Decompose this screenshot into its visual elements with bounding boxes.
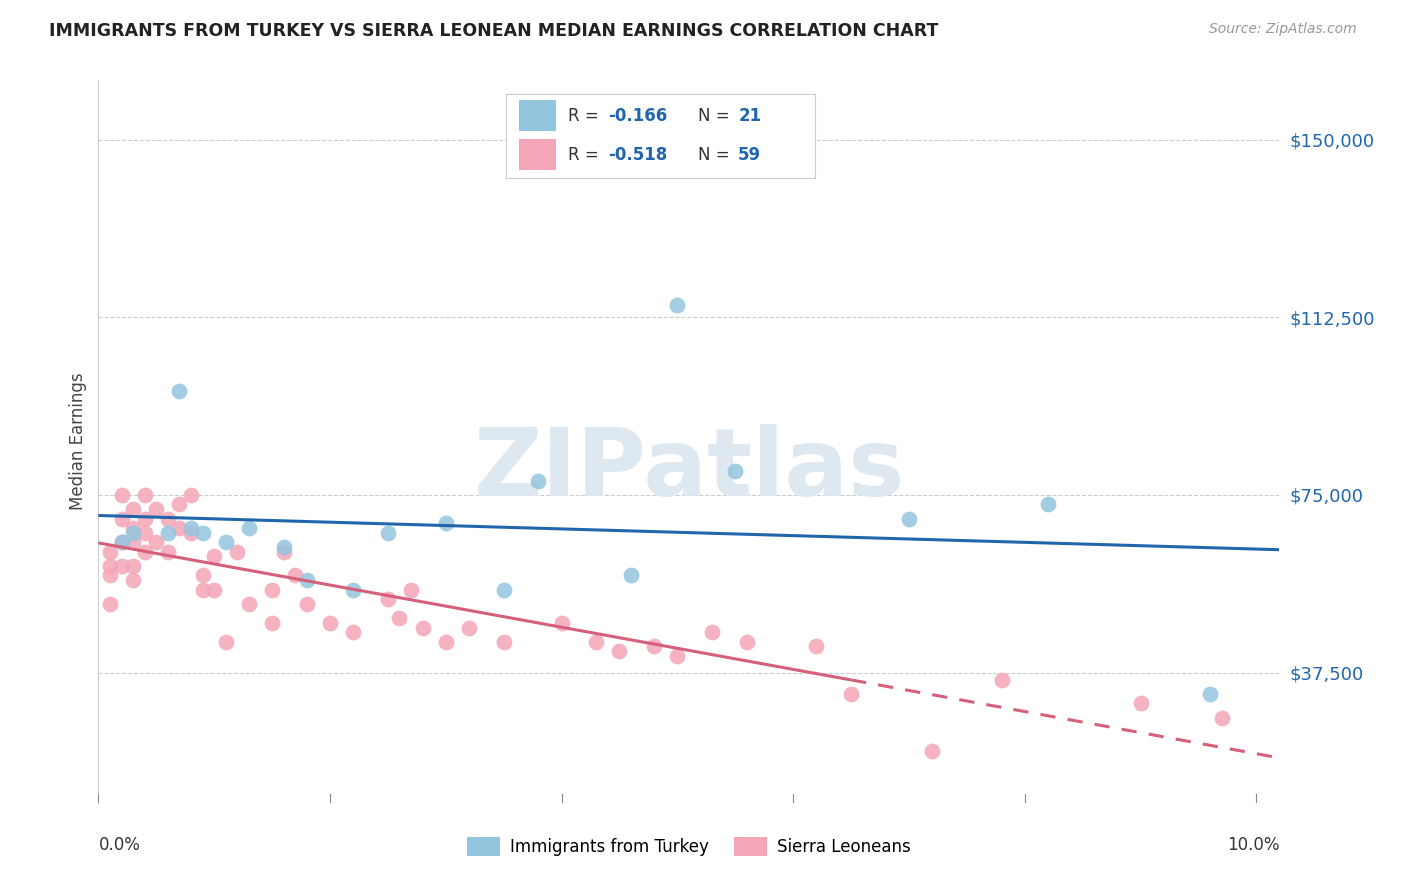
Point <box>238 597 260 611</box>
Point <box>284 568 307 582</box>
Y-axis label: Median Earnings: Median Earnings <box>69 373 87 510</box>
Point <box>98 597 121 611</box>
Point <box>1199 687 1222 701</box>
FancyBboxPatch shape <box>519 139 555 169</box>
Point <box>134 525 156 540</box>
Point <box>273 540 295 554</box>
FancyBboxPatch shape <box>519 101 555 131</box>
Point <box>666 298 689 312</box>
Point <box>145 535 167 549</box>
Point <box>295 597 318 611</box>
Point <box>134 488 156 502</box>
Point <box>377 592 399 607</box>
Point <box>134 544 156 558</box>
Point <box>458 620 481 634</box>
Point <box>990 673 1012 687</box>
Point <box>180 525 202 540</box>
Point <box>262 582 284 597</box>
Point <box>1211 710 1233 724</box>
Point <box>492 582 515 597</box>
Point <box>434 516 457 531</box>
Point <box>388 611 411 625</box>
Point <box>145 502 167 516</box>
Point <box>897 511 920 525</box>
Point <box>273 544 295 558</box>
Point <box>724 464 747 478</box>
Point <box>98 558 121 573</box>
Text: -0.166: -0.166 <box>609 107 668 125</box>
Point <box>434 634 457 648</box>
Point <box>839 687 862 701</box>
Text: IMMIGRANTS FROM TURKEY VS SIERRA LEONEAN MEDIAN EARNINGS CORRELATION CHART: IMMIGRANTS FROM TURKEY VS SIERRA LEONEAN… <box>49 22 939 40</box>
Point <box>110 558 132 573</box>
Point <box>202 549 225 564</box>
Text: 0.0%: 0.0% <box>98 836 141 854</box>
Point <box>98 544 121 558</box>
Point <box>98 568 121 582</box>
Point <box>122 535 145 549</box>
Point <box>169 521 191 535</box>
Text: -0.518: -0.518 <box>609 145 668 163</box>
Text: 10.0%: 10.0% <box>1227 836 1279 854</box>
Point <box>226 544 249 558</box>
Point <box>122 502 145 516</box>
Point <box>262 615 284 630</box>
Point <box>735 634 758 648</box>
Point <box>110 535 132 549</box>
Text: N =: N = <box>697 145 735 163</box>
Point <box>122 573 145 587</box>
Point <box>921 744 943 758</box>
Point <box>806 640 828 654</box>
Point <box>377 525 399 540</box>
Text: ZIPatlas: ZIPatlas <box>474 425 904 516</box>
Point <box>295 573 318 587</box>
Point <box>156 525 179 540</box>
Point <box>319 615 342 630</box>
Point <box>238 521 260 535</box>
Point <box>1129 696 1152 710</box>
Point <box>700 625 723 640</box>
Point <box>666 648 689 663</box>
Text: 59: 59 <box>738 145 761 163</box>
Point <box>202 582 225 597</box>
Point <box>156 511 179 525</box>
Point <box>169 497 191 511</box>
Point <box>180 521 202 535</box>
Point <box>191 568 214 582</box>
Legend: Immigrants from Turkey, Sierra Leoneans: Immigrants from Turkey, Sierra Leoneans <box>460 830 918 863</box>
Text: R =: R = <box>568 107 605 125</box>
Point <box>215 535 238 549</box>
Point <box>191 525 214 540</box>
Point <box>1036 497 1059 511</box>
Point <box>110 535 132 549</box>
Point <box>180 488 202 502</box>
Point <box>585 634 607 648</box>
Point <box>169 384 191 398</box>
Point <box>643 640 665 654</box>
Point <box>215 634 238 648</box>
Point <box>110 511 132 525</box>
Point <box>399 582 422 597</box>
Text: N =: N = <box>697 107 735 125</box>
Text: Source: ZipAtlas.com: Source: ZipAtlas.com <box>1209 22 1357 37</box>
Point <box>620 568 643 582</box>
Point <box>609 644 631 658</box>
Point <box>527 474 550 488</box>
Text: R =: R = <box>568 145 605 163</box>
Point <box>342 625 364 640</box>
Point <box>191 582 214 597</box>
Point <box>550 615 572 630</box>
Point <box>492 634 515 648</box>
Point <box>122 558 145 573</box>
Point <box>156 544 179 558</box>
Point <box>412 620 434 634</box>
Point <box>134 511 156 525</box>
Point <box>122 525 145 540</box>
Point <box>122 521 145 535</box>
Text: 21: 21 <box>738 107 761 125</box>
Point <box>342 582 364 597</box>
Point <box>110 488 132 502</box>
